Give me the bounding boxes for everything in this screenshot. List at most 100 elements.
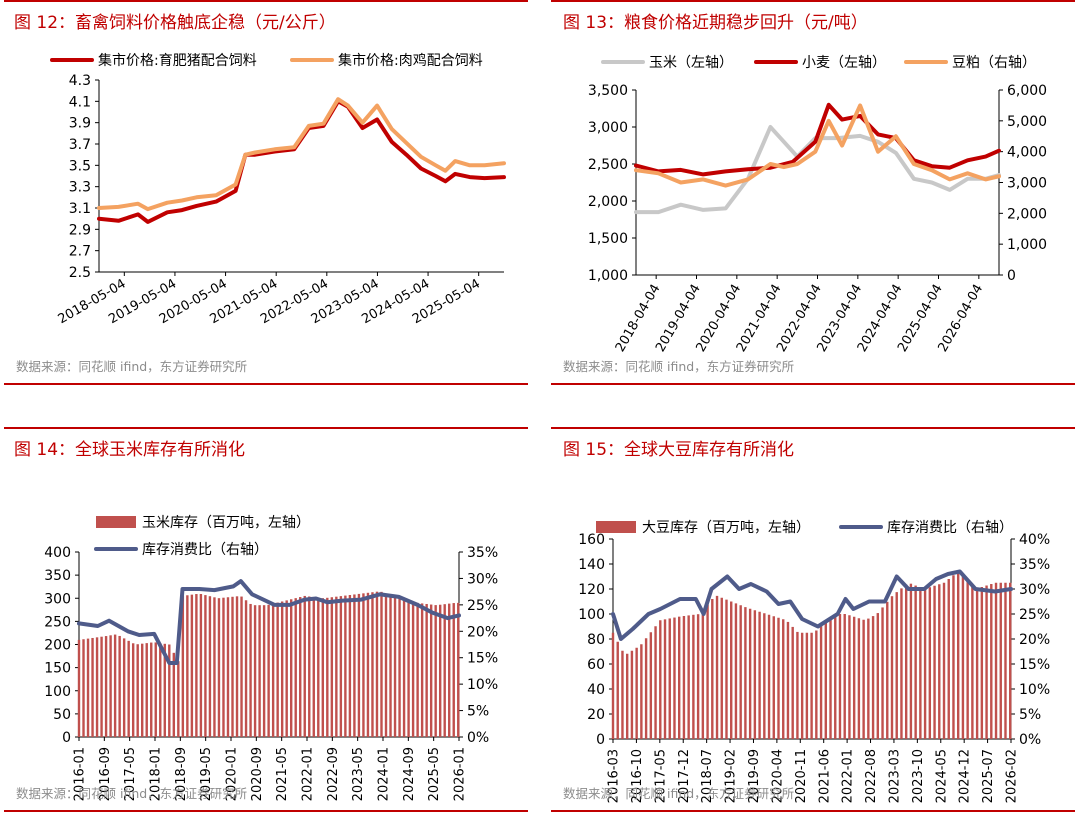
bar (895, 592, 898, 739)
y-tick-label: 60 (587, 657, 605, 673)
x-tick-label: 2024-09 (402, 747, 417, 801)
bar (744, 607, 747, 739)
bar (942, 582, 946, 739)
bar (235, 596, 239, 737)
bar (881, 607, 884, 739)
bar (289, 599, 293, 737)
y2-tick-label: 10% (1019, 682, 1050, 698)
bar (136, 644, 139, 737)
x-tick-label: 2020-09 (250, 747, 265, 801)
bar (199, 593, 203, 737)
bar (299, 597, 302, 737)
y-tick-label: 200 (44, 638, 71, 654)
bar (696, 614, 700, 739)
y-tick-label: 40 (587, 682, 605, 698)
x-tick-label: 2020-04 (770, 749, 785, 803)
x-tick-label: 2026-02 (1005, 749, 1020, 803)
bar (824, 621, 827, 739)
bar (682, 616, 686, 739)
bar (389, 595, 392, 737)
bar (786, 621, 790, 739)
x-tick-label: 2016-01 (73, 747, 88, 801)
bar (616, 641, 619, 739)
bar (190, 594, 194, 737)
panel-bottom-rule (551, 810, 1075, 812)
x-tick-label: 2026-01 (453, 747, 468, 801)
panel-top-rule (551, 427, 1075, 429)
bar (104, 636, 108, 737)
series-line (77, 579, 461, 665)
bar (777, 617, 780, 739)
bar (890, 596, 894, 739)
bar (285, 600, 288, 737)
series-line (634, 102, 1001, 177)
bar (644, 638, 648, 739)
series-line (97, 99, 506, 224)
bar (933, 585, 936, 739)
bar (335, 596, 338, 737)
panel-bottom-rule (551, 383, 1075, 385)
series-line (634, 125, 1001, 215)
bar (168, 644, 171, 737)
bar (758, 611, 761, 739)
x-tick-label: 2019-02 (724, 749, 739, 803)
bar (348, 595, 352, 737)
bar (819, 626, 823, 739)
bar (956, 571, 960, 739)
panel-feed-price: 图 12：畜禽饲料价格触底企稳（元/公斤） 4.3 4.1 3.9 3.7 3.5 3.3… (4, 0, 528, 385)
bar (914, 585, 917, 739)
bar (711, 599, 714, 739)
bar (145, 643, 148, 737)
bar (457, 602, 460, 737)
panel-bottom-rule (4, 383, 528, 385)
bar (294, 598, 297, 737)
bar (222, 597, 225, 737)
y-tick-label: 2.5 (69, 265, 91, 281)
bar (77, 639, 81, 737)
bar (990, 584, 993, 739)
bar (961, 574, 965, 739)
y2-tick-label: 35% (467, 545, 498, 561)
x-tick-label: 2024-12 (958, 749, 973, 803)
bar (344, 595, 347, 737)
y2-tick-label: 4,000 (1007, 145, 1047, 161)
x-tick-label: 2022-01 (301, 747, 316, 801)
legend-label: 豆粕（右轴） (952, 55, 1036, 71)
y2-tick-label: 25% (467, 598, 498, 614)
y-tick-label: 350 (44, 568, 71, 584)
y2-tick-label: 2,000 (1007, 206, 1047, 222)
panel-soybean-stock: 图 15：全球大豆库存有所消化 160 140 120 100 80 60 40 20 0 40%… (551, 427, 1075, 812)
data-source-note: 数据来源：同花顺 ifind，东方证券研究所 (16, 786, 248, 801)
bar (938, 584, 941, 739)
y-tick-label: 0 (596, 732, 605, 748)
bar (321, 598, 325, 737)
bar (630, 650, 634, 739)
bar (886, 601, 889, 739)
x-tick-label: 2022-08 (864, 749, 879, 803)
bar (326, 597, 329, 737)
legend-swatch (96, 516, 136, 528)
panel-grain-price: 图 13：粮食价格近期稳步回升（元/吨） 3,500 3,000 2,500 2,00… (551, 0, 1075, 385)
x-tick-label: 2021-06 (817, 749, 832, 803)
y-tick-label: 3.7 (69, 137, 91, 153)
y-tick-label: 300 (44, 591, 71, 607)
legend-label: 玉米（左轴） (649, 55, 733, 71)
y-tick-label: 3.5 (69, 158, 91, 174)
y-tick-label: 150 (44, 661, 71, 677)
data-source-note: 数据来源：同花顺 ifind，东方证券研究所 (563, 786, 795, 801)
x-tick-label: 2020-01 (225, 747, 240, 801)
x-tick-label: 2023-05 (351, 747, 366, 801)
bar (1004, 582, 1007, 739)
chart-feed-price: 4.34.13.93.73.53.33.12.92.72.52018-05-04… (50, 52, 506, 327)
y-tick-label: 3,000 (588, 120, 628, 136)
y2-tick-label: 10% (467, 677, 498, 693)
bar (730, 601, 733, 739)
chart-title: 图 13：粮食价格近期稳步回升（元/吨） (563, 13, 868, 33)
bar (109, 635, 112, 737)
bar (231, 596, 234, 737)
x-tick-label: 2018-09 (174, 747, 189, 801)
bar (271, 603, 275, 737)
bar (226, 597, 230, 737)
bar (994, 582, 998, 739)
y2-tick-label: 20% (467, 624, 498, 640)
